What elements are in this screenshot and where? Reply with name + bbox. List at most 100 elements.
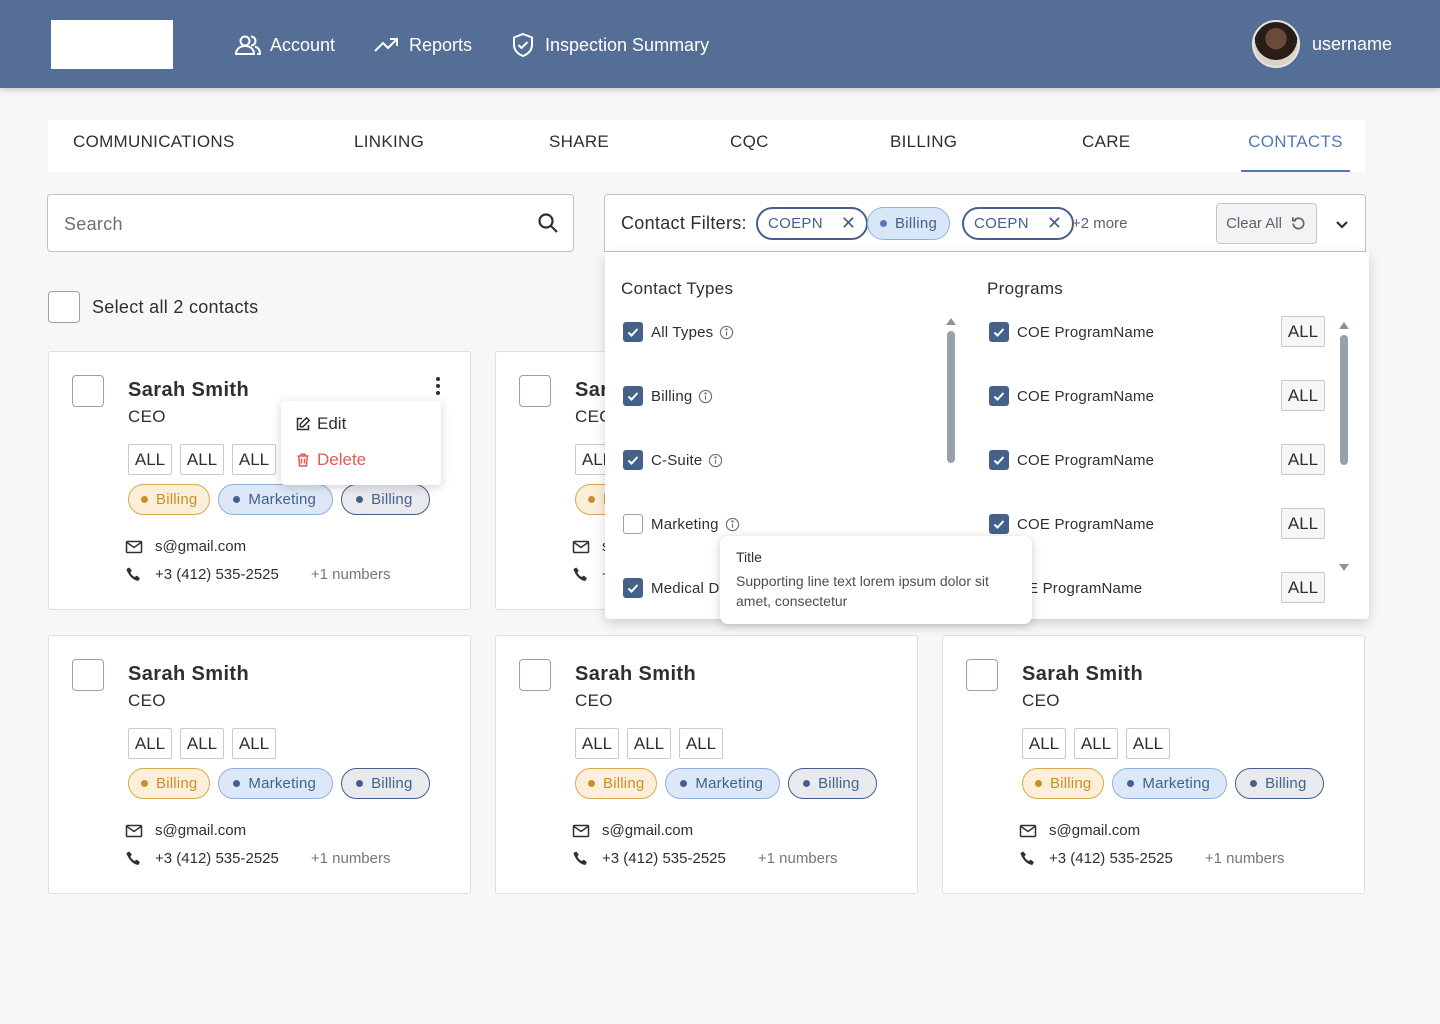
more-filters-link[interactable]: +2 more xyxy=(1072,215,1128,232)
program-option[interactable]: COE ProgramName xyxy=(989,513,1154,535)
all-badge[interactable]: ALL xyxy=(627,728,671,759)
program-all-badge[interactable]: ALL xyxy=(1281,508,1325,539)
phone-value[interactable]: +3 (412) 535-2525 xyxy=(1049,850,1173,867)
search-icon[interactable] xyxy=(537,212,559,234)
all-badge[interactable]: ALL xyxy=(575,728,619,759)
tab-linking[interactable]: LINKING xyxy=(354,132,425,151)
checkbox[interactable] xyxy=(623,386,643,406)
checkbox[interactable] xyxy=(623,578,643,598)
checkbox[interactable] xyxy=(989,514,1009,534)
tab-care[interactable]: CARE xyxy=(1082,132,1131,151)
all-badge[interactable]: ALL xyxy=(232,444,276,475)
scroll-up-icon[interactable] xyxy=(946,318,956,325)
extra-numbers-link[interactable]: +1 numbers xyxy=(757,850,838,867)
close-icon[interactable]: ✕ xyxy=(840,213,857,233)
email-value[interactable]: s@gmail.com xyxy=(155,538,247,555)
scrollbar-thumb[interactable] xyxy=(1340,335,1348,465)
program-all-badge[interactable]: ALL xyxy=(1281,444,1325,475)
program-all-badge[interactable]: ALL xyxy=(1281,572,1325,603)
all-badge[interactable]: ALL xyxy=(1022,728,1066,759)
contact-checkbox[interactable] xyxy=(519,659,551,691)
extra-numbers-link[interactable]: +1 numbers xyxy=(310,850,391,867)
nav-inspection-summary[interactable]: Inspection Summary xyxy=(509,30,709,60)
checkbox[interactable] xyxy=(989,322,1009,342)
program-option[interactable]: COE ProgramName xyxy=(989,321,1154,343)
tab-communications[interactable]: COMMUNICATIONS xyxy=(73,132,235,151)
phone-value[interactable]: +3 (412) 535-2525 xyxy=(155,566,279,583)
checkbox[interactable] xyxy=(623,514,643,534)
contact-type-option[interactable]: Medical De xyxy=(623,577,728,599)
info-icon[interactable] xyxy=(725,517,740,532)
user-menu[interactable]: username xyxy=(1251,20,1392,68)
all-badge[interactable]: ALL xyxy=(128,728,172,759)
scrollbar-thumb[interactable] xyxy=(947,331,955,463)
info-icon[interactable] xyxy=(708,453,723,468)
info-icon[interactable] xyxy=(698,389,713,404)
tab-cqc[interactable]: CQC xyxy=(730,132,769,151)
contact-checkbox[interactable] xyxy=(72,375,104,407)
email-value[interactable]: s@gmail.com xyxy=(155,822,247,839)
contact-checkbox[interactable] xyxy=(519,375,551,407)
contact-checkbox[interactable] xyxy=(966,659,998,691)
chevron-down-icon[interactable] xyxy=(1333,215,1351,233)
scroll-down-icon[interactable] xyxy=(1339,564,1349,571)
all-badge[interactable]: ALL xyxy=(180,444,224,475)
scroll-up-icon[interactable] xyxy=(1339,322,1349,329)
tab-share[interactable]: SHARE xyxy=(549,132,610,151)
checkbox[interactable] xyxy=(989,450,1009,470)
phone-value[interactable]: +3 (412) 535-2525 xyxy=(602,850,726,867)
nav-reports[interactable]: Reports xyxy=(373,30,472,60)
contact-checkbox[interactable] xyxy=(72,659,104,691)
filter-chip-billing[interactable]: Billing xyxy=(867,207,951,240)
all-badge[interactable]: ALL xyxy=(232,728,276,759)
clear-all-button[interactable]: Clear All xyxy=(1216,203,1317,244)
contact-type-option[interactable]: Marketing xyxy=(623,513,740,535)
check-icon xyxy=(627,584,639,593)
email-value[interactable]: s@gmail.com xyxy=(1049,822,1141,839)
tag-billing: Billing xyxy=(128,768,211,799)
contact-types-scrollbar[interactable] xyxy=(946,318,956,610)
phone-icon xyxy=(573,851,587,865)
checkbox[interactable] xyxy=(623,450,643,470)
checkbox[interactable] xyxy=(623,322,643,342)
top-navbar: Account Reports Inspection Summary usern… xyxy=(0,0,1440,88)
all-badge[interactable]: ALL xyxy=(679,728,723,759)
programs-scrollbar[interactable] xyxy=(1339,322,1349,571)
contact-type-option[interactable]: C-Suite xyxy=(623,449,723,471)
logo[interactable] xyxy=(51,20,173,69)
search-input[interactable] xyxy=(64,209,514,239)
all-badge[interactable]: ALL xyxy=(180,728,224,759)
checkbox[interactable] xyxy=(989,386,1009,406)
extra-numbers-link[interactable]: +1 numbers xyxy=(310,566,391,583)
contact-card[interactable]: Sarah Smith CEO ALL ALL ALL Billing Mark… xyxy=(48,635,471,894)
contact-type-option[interactable]: All Types xyxy=(623,321,734,343)
tab-billing[interactable]: BILLING xyxy=(890,132,958,151)
program-all-badge[interactable]: ALL xyxy=(1281,380,1325,411)
contact-filters-bar[interactable]: Contact Filters: COEPN ✕ Billing COEPN ✕… xyxy=(604,194,1366,252)
select-all-checkbox[interactable] xyxy=(48,291,80,323)
phone-value[interactable]: +3 (412) 535-2525 xyxy=(155,850,279,867)
avatar[interactable] xyxy=(1251,20,1300,68)
all-badge[interactable]: ALL xyxy=(1126,728,1170,759)
nav-account[interactable]: Account xyxy=(234,30,335,60)
filter-chip-coepn-2[interactable]: COEPN ✕ xyxy=(962,207,1075,240)
contact-card[interactable]: Sarah Smith CEO ALL ALL ALL Billing Mark… xyxy=(495,635,918,894)
all-badge[interactable]: ALL xyxy=(1074,728,1118,759)
contact-card[interactable]: Sarah Smith CEO ALL ALL ALL Billing Mark… xyxy=(942,635,1365,894)
delete-menu-item[interactable]: Delete xyxy=(295,450,366,470)
program-all-badge[interactable]: ALL xyxy=(1281,316,1325,347)
email-value[interactable]: s@gmail.com xyxy=(602,822,694,839)
contact-type-option[interactable]: Billing xyxy=(623,385,713,407)
mail-icon xyxy=(572,540,590,553)
tab-contacts[interactable]: CONTACTS xyxy=(1241,120,1350,172)
more-vertical-icon[interactable] xyxy=(434,376,442,396)
edit-menu-item[interactable]: Edit xyxy=(295,414,346,434)
program-option[interactable]: COE ProgramName xyxy=(989,385,1154,407)
all-badge[interactable]: ALL xyxy=(128,444,172,475)
extra-numbers-link[interactable]: +1 numbers xyxy=(1204,850,1285,867)
program-option[interactable]: COE ProgramName xyxy=(989,449,1154,471)
info-icon[interactable] xyxy=(719,325,734,340)
close-icon[interactable]: ✕ xyxy=(1046,213,1063,233)
filter-chip-coepn[interactable]: COEPN ✕ xyxy=(756,207,869,240)
select-all-label: Select all 2 contacts xyxy=(92,296,259,317)
